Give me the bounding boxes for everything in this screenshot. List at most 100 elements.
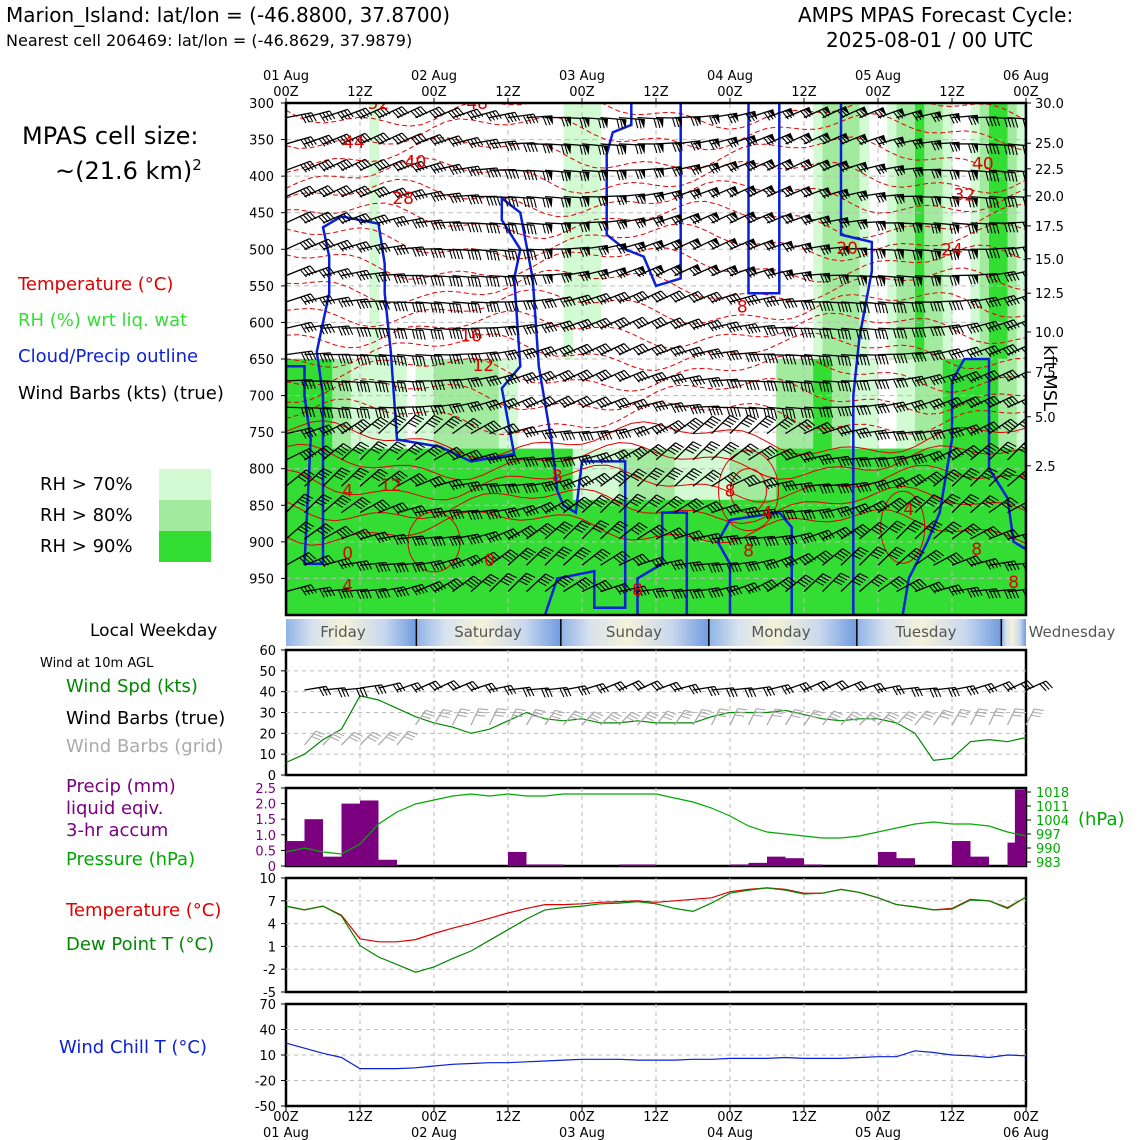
barb-feather <box>785 408 789 419</box>
rh-cell <box>961 410 972 424</box>
barb-feather <box>440 330 445 340</box>
barb-flag <box>861 248 868 258</box>
wind-spd-label: Wind Spd (kts) <box>66 676 198 697</box>
rh-cell <box>545 602 555 615</box>
barb-feather <box>732 294 739 303</box>
barb-feather <box>336 530 344 539</box>
barb-feather <box>741 449 751 456</box>
barb-feather <box>448 166 455 176</box>
wind-barb <box>748 445 771 461</box>
rh-cell <box>489 512 500 526</box>
wind-barb <box>600 428 627 435</box>
rh-cell <box>286 551 296 565</box>
rh-cell <box>952 525 962 539</box>
rh-cell <box>896 397 907 411</box>
wind-barb <box>877 165 904 171</box>
barb-feather <box>356 501 365 508</box>
rh-cell <box>637 576 648 590</box>
rh-cell <box>794 589 805 603</box>
barb-feather <box>310 293 317 302</box>
barb-feather <box>474 166 480 176</box>
rh-cell <box>526 538 537 552</box>
rh-cell <box>406 474 417 488</box>
barb-feather <box>690 166 696 176</box>
barb-feather <box>818 328 823 339</box>
wind-barb <box>378 533 405 540</box>
wind-barb <box>433 327 460 331</box>
barb-feather <box>788 382 793 392</box>
barb-feather <box>511 141 517 151</box>
rh-cell <box>369 103 380 117</box>
rh-cell <box>424 448 435 462</box>
rh-cell <box>757 499 768 514</box>
rh-cell <box>831 512 842 526</box>
barb-feather <box>507 351 514 361</box>
barb-feather <box>729 351 736 361</box>
wind-barb <box>544 499 568 514</box>
rh-cell <box>434 576 444 590</box>
rh-cell <box>998 512 1009 526</box>
barb-feather <box>803 483 809 493</box>
barb-feather <box>540 349 548 358</box>
rh-cell <box>979 218 990 232</box>
wind-barb <box>470 167 497 171</box>
barb-feather <box>858 505 866 515</box>
barb-feather <box>666 474 676 481</box>
wind-barb <box>785 299 812 303</box>
barb-feather <box>839 550 849 557</box>
wind-barb <box>507 113 534 119</box>
rh-cell <box>841 179 851 194</box>
rh-cell <box>896 461 907 475</box>
barb-feather <box>634 244 641 253</box>
temperature-contour <box>286 485 1026 525</box>
barb-feather <box>655 374 662 383</box>
wind-barb <box>674 375 701 382</box>
rh-cell <box>443 474 454 488</box>
rh-cell <box>887 333 898 347</box>
barb-flag <box>804 186 813 195</box>
barb-feather <box>642 553 650 562</box>
rh-cell <box>822 282 833 296</box>
barb-flag <box>767 185 776 194</box>
rh-cell <box>822 576 833 590</box>
barb-feather <box>672 530 681 539</box>
barb-feather <box>650 530 659 538</box>
rh-cell <box>341 589 352 603</box>
barb-feather <box>421 505 428 514</box>
rh-cell <box>878 551 888 565</box>
rh-cell <box>961 461 972 475</box>
wind-barb <box>378 132 403 145</box>
rh-cell <box>813 525 824 539</box>
rh-cell <box>831 243 842 258</box>
barb-feather <box>709 418 719 424</box>
wind-barb <box>840 190 867 198</box>
rh-cell <box>443 538 454 552</box>
wind-barb <box>489 274 516 278</box>
rh-cell <box>563 307 574 322</box>
rh-cell <box>304 563 315 578</box>
barb-feather <box>801 272 807 282</box>
barb-feather <box>326 587 332 597</box>
rh-cell <box>998 167 1009 181</box>
barb-feather <box>787 417 796 424</box>
rh-cell <box>693 563 703 578</box>
rh-cell <box>1007 103 1018 117</box>
rh-cell <box>526 525 537 539</box>
barb-feather <box>400 356 404 366</box>
barb-feather <box>365 241 373 250</box>
wind-barb <box>803 353 830 358</box>
rh-cell <box>295 384 306 398</box>
barb-feather <box>862 381 867 391</box>
rh-cell <box>859 576 870 590</box>
wind-barb <box>322 557 349 566</box>
barb-feather <box>538 529 548 536</box>
rh-cell <box>868 423 879 437</box>
barb-feather <box>317 498 327 505</box>
barb-feather <box>857 549 866 555</box>
rh-cell <box>915 410 925 424</box>
rh-cell <box>397 563 407 578</box>
barb-feather <box>339 529 347 537</box>
rh-cell <box>831 231 842 245</box>
barb-feather <box>356 300 362 310</box>
barb-feather <box>748 414 758 421</box>
